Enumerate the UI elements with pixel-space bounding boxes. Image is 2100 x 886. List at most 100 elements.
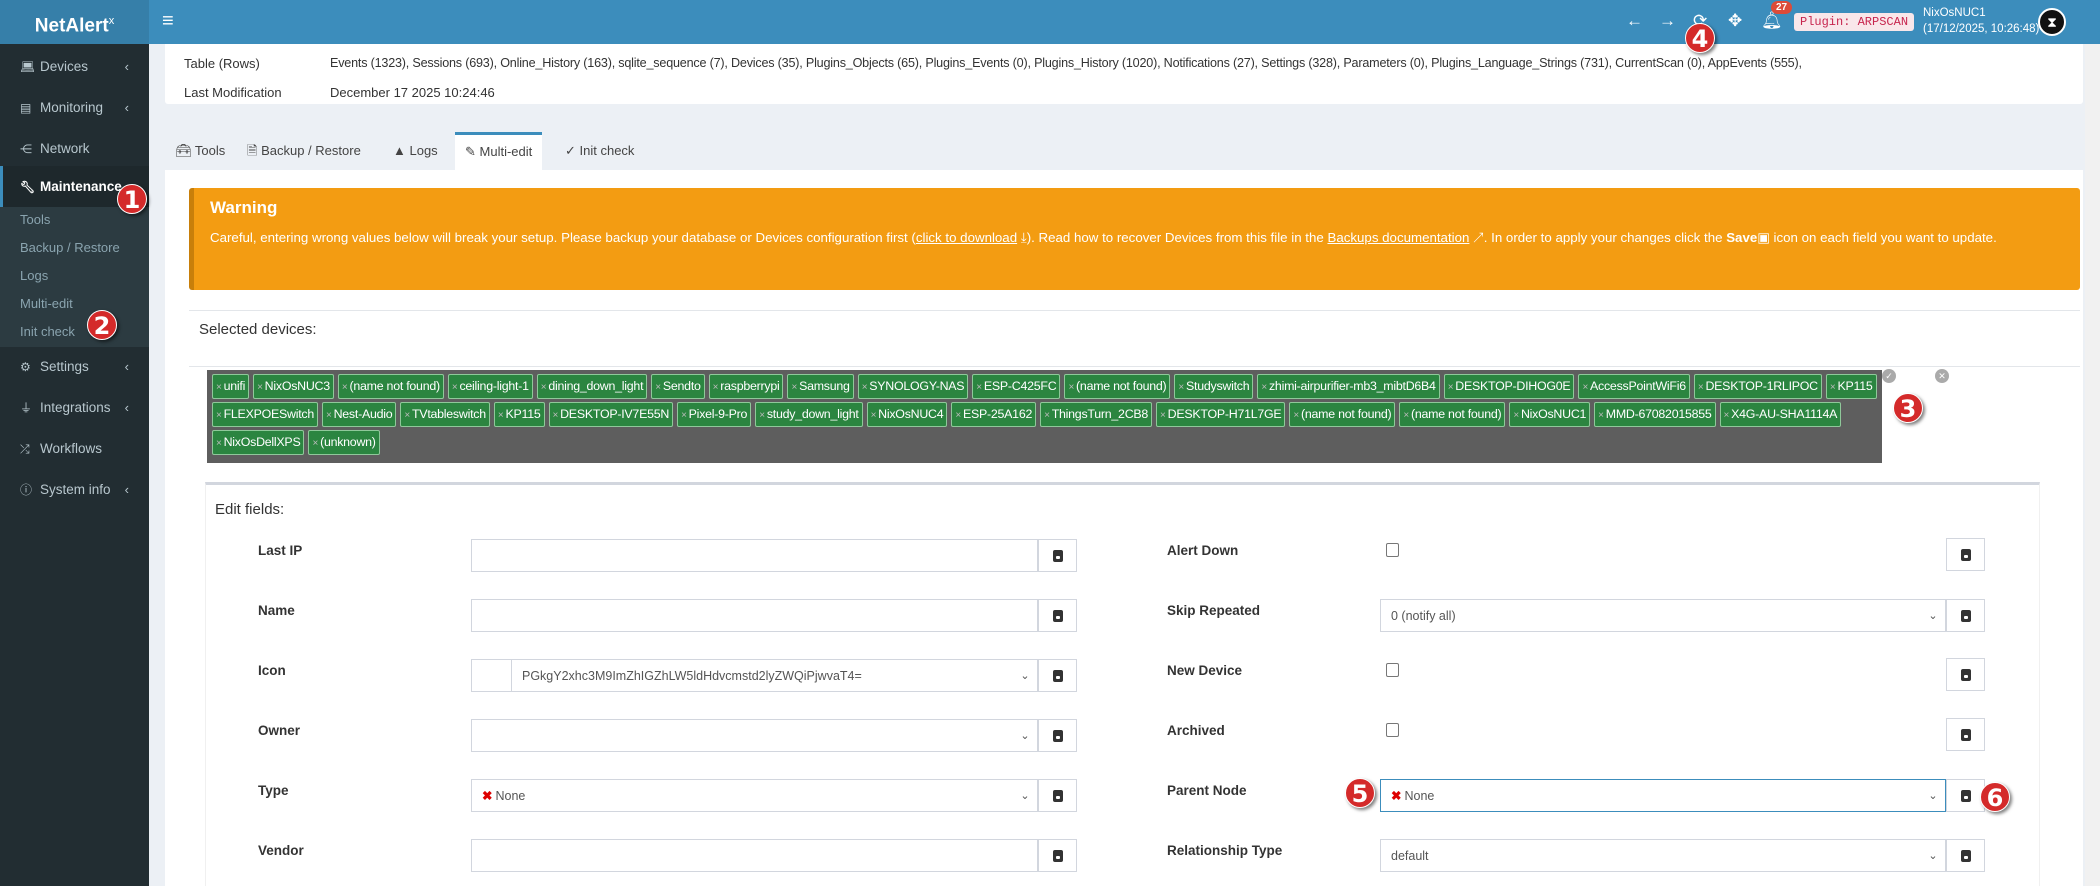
- backups-docs-link[interactable]: Backups documentation: [1327, 230, 1470, 245]
- device-tag[interactable]: × KP115: [493, 402, 545, 427]
- type-select[interactable]: ✖ None ⌄: [471, 779, 1038, 812]
- device-tag[interactable]: × TVtableswitch: [400, 402, 490, 427]
- remove-tag-icon[interactable]: ×: [791, 382, 798, 393]
- remove-tag-icon[interactable]: ×: [404, 410, 410, 421]
- icon-select[interactable]: PGkgY2xhc3M9ImZhIGZhLW5ldHdvcmstd2lyZWQi…: [471, 659, 1038, 692]
- remove-tag-icon[interactable]: ×: [1513, 410, 1519, 421]
- archived-save-button[interactable]: [1946, 718, 1985, 751]
- remove-tag-icon[interactable]: ×: [1160, 410, 1166, 421]
- remove-tag-icon[interactable]: ×: [1044, 410, 1050, 421]
- bars-icon[interactable]: ≡: [162, 10, 174, 32]
- chevron-down-icon[interactable]: ⌄: [1928, 790, 1938, 802]
- device-tag[interactable]: × DESKTOP-DIHOG0E: [1443, 374, 1575, 399]
- remove-tag-icon[interactable]: ×: [552, 410, 559, 421]
- sidebar-item-integrations[interactable]: ⏚ Integrations ‹: [0, 387, 149, 428]
- remove-tag-icon[interactable]: ×: [1261, 382, 1267, 393]
- submenu-item-tools[interactable]: Tools: [20, 212, 51, 227]
- device-tag[interactable]: × FLEXPOESwitch: [212, 402, 318, 427]
- device-tag[interactable]: × DESKTOP-1RLIPOC: [1693, 374, 1822, 399]
- selected-devices-tags[interactable]: × unifi × NixOsNUC3 × (name not found) × ceilin…: [207, 370, 1882, 463]
- device-tag[interactable]: × AccessPointWiFi6: [1578, 374, 1690, 399]
- device-tag[interactable]: × ESP-25A162: [951, 402, 1037, 427]
- remove-tag-icon[interactable]: ×: [497, 410, 504, 421]
- tab-init-check[interactable]: ✓ Init check: [555, 132, 644, 170]
- arrow-right-icon[interactable]: →: [1659, 11, 1676, 30]
- remove-tag-icon[interactable]: ×: [1068, 382, 1075, 393]
- remove-tag-icon[interactable]: ×: [976, 382, 982, 393]
- owner-select[interactable]: ⌄: [471, 719, 1038, 752]
- device-tag[interactable]: × NixOsDellXPS: [212, 430, 305, 455]
- owner-save-button[interactable]: [1038, 719, 1077, 752]
- user-info[interactable]: NixOsNUC1 (17/12/2025, 10:26:48): [1923, 5, 2039, 37]
- remove-tag-icon[interactable]: ×: [1447, 382, 1454, 393]
- device-tag[interactable]: × (name not found): [1064, 374, 1171, 399]
- relationship-type-save-button[interactable]: [1946, 839, 1985, 872]
- icon-save-button[interactable]: [1038, 659, 1077, 692]
- type-save-button[interactable]: [1038, 779, 1077, 812]
- device-tag[interactable]: × Studyswitch: [1174, 374, 1254, 399]
- last-ip-save-button[interactable]: [1038, 539, 1077, 572]
- archived-checkbox[interactable]: [1386, 723, 1399, 737]
- device-tag[interactable]: × raspberrypi: [708, 374, 784, 399]
- remove-tag-icon[interactable]: ×: [1723, 410, 1730, 421]
- submenu-item-init-check[interactable]: Init check: [20, 324, 75, 339]
- sidebar-item-devices[interactable]: 💻︎ Devices ‹: [0, 46, 149, 87]
- remove-tag-icon[interactable]: ×: [655, 382, 661, 393]
- tab-logs[interactable]: ▲ Logs: [383, 132, 448, 170]
- download-link[interactable]: click to download: [915, 230, 1018, 245]
- chevron-down-icon[interactable]: ⌄: [1928, 850, 1938, 862]
- remove-tag-icon[interactable]: ×: [326, 410, 332, 421]
- device-tag[interactable]: × (unknown): [308, 430, 380, 455]
- remove-tag-icon[interactable]: ×: [216, 382, 222, 393]
- alert-down-save-button[interactable]: [1946, 538, 1985, 571]
- remove-tag-icon[interactable]: ×: [712, 382, 719, 393]
- bell-icon[interactable]: 🔔︎: [1761, 11, 1783, 30]
- remove-tag-icon[interactable]: ×: [312, 438, 319, 449]
- device-tag[interactable]: × Nest-Audio: [322, 402, 397, 427]
- new-device-save-button[interactable]: [1946, 658, 1985, 691]
- alert-down-checkbox[interactable]: [1386, 543, 1399, 557]
- device-tag[interactable]: × (name not found): [1399, 402, 1506, 427]
- relationship-type-select[interactable]: default ⌄: [1380, 839, 1946, 872]
- remove-tag-icon[interactable]: ×: [1598, 410, 1604, 421]
- device-tag[interactable]: × Sendto: [651, 374, 705, 399]
- chevron-down-icon[interactable]: ⌄: [1020, 790, 1030, 802]
- device-tag[interactable]: × X4G-AU-SHA1114A: [1719, 402, 1842, 427]
- remove-tag-icon[interactable]: ×: [759, 410, 765, 421]
- avatar[interactable]: ⧗: [2038, 8, 2066, 36]
- chevron-down-icon[interactable]: ⌄: [1020, 670, 1030, 682]
- remove-tag-icon[interactable]: ×: [1293, 410, 1300, 421]
- remove-tag-icon[interactable]: ×: [257, 382, 263, 393]
- remove-tag-icon[interactable]: ×: [1403, 410, 1409, 421]
- device-tag[interactable]: × Samsung: [787, 374, 854, 399]
- remove-tag-icon[interactable]: ×: [451, 382, 458, 393]
- last-ip-input[interactable]: [471, 539, 1038, 572]
- device-tag[interactable]: × KP115: [1825, 374, 1877, 399]
- name-save-button[interactable]: [1038, 599, 1077, 632]
- remove-tag-icon[interactable]: ×: [955, 410, 961, 421]
- parent-node-save-button[interactable]: [1946, 779, 1985, 812]
- vendor-save-button[interactable]: [1038, 839, 1077, 872]
- device-tag[interactable]: × DESKTOP-IV7E55N: [548, 402, 674, 427]
- skip-repeated-save-button[interactable]: [1946, 599, 1985, 632]
- submenu-item-multi-edit[interactable]: Multi-edit: [20, 296, 73, 311]
- device-tag[interactable]: × dining_down_light: [536, 374, 648, 399]
- new-device-checkbox[interactable]: [1386, 663, 1399, 677]
- remove-tag-icon[interactable]: ×: [341, 382, 348, 393]
- sidebar-item-monitoring[interactable]: ▤ Monitoring ‹: [0, 87, 149, 128]
- tab-backup-restore[interactable]: 🗎 Backup / Restore: [237, 132, 371, 170]
- name-input[interactable]: [471, 599, 1038, 632]
- remove-tag-icon[interactable]: ×: [870, 410, 877, 421]
- device-tag[interactable]: × SYNOLOGY-NAS: [857, 374, 969, 399]
- remove-tag-icon[interactable]: ×: [1697, 382, 1704, 393]
- sidebar-item-system-info[interactable]: ⓘ System info ‹: [0, 469, 149, 510]
- submenu-item-logs[interactable]: Logs: [20, 268, 49, 283]
- arrow-left-icon[interactable]: ←: [1626, 11, 1643, 30]
- tab-tools[interactable]: 🧰︎ Tools: [165, 132, 235, 170]
- vendor-input[interactable]: [471, 839, 1038, 872]
- sidebar-item-workflows[interactable]: ⤮ Workflows: [0, 428, 149, 469]
- arrows-move-icon[interactable]: ✥: [1728, 11, 1743, 30]
- device-tag[interactable]: × ThingsTurn_2CB8: [1040, 402, 1153, 427]
- device-tag[interactable]: × ceiling-light-1: [447, 374, 533, 399]
- tab-multi-edit[interactable]: ✎ Multi-edit: [455, 132, 543, 170]
